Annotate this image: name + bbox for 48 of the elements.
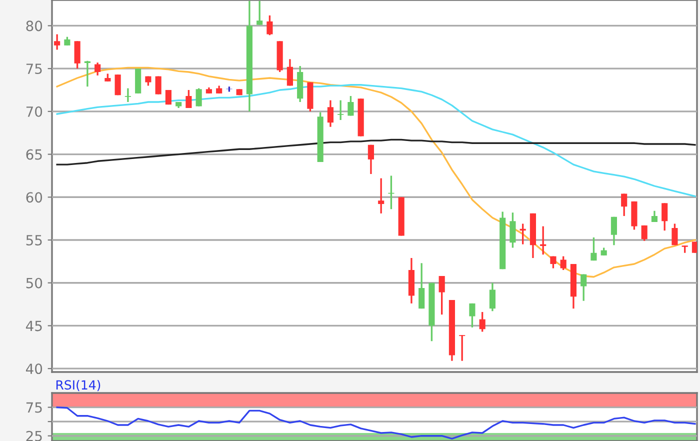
y-tick-label: 75 [26,402,42,413]
candlestick [368,144,374,175]
chart-title: RSI(14) [56,380,100,392]
y-tick-label: 65 [26,149,42,160]
candlestick [338,99,344,121]
y-tick-label: 75 [26,64,42,74]
candlestick [165,89,172,106]
candlestick [378,177,384,214]
candlestick [672,222,678,246]
candlestick [459,334,466,362]
candlestick [510,212,516,249]
candlestick [438,275,445,316]
y-tick-label: 80 [26,20,42,32]
candlestick [590,236,597,262]
candlestick [580,273,587,302]
candlestick [256,0,263,26]
candlestick [74,40,80,70]
y-tick-label: 70 [26,106,42,117]
candlestick [610,216,618,246]
candlestick [479,311,486,333]
candlestick [286,58,293,87]
candlestick [155,75,162,96]
candlestick [489,282,496,312]
y-tick-label: 25 [26,430,42,441]
candlestick [186,89,192,109]
candlestick [641,224,648,242]
candlestick [327,99,334,128]
candlestick [469,302,476,328]
candlestick [124,87,131,103]
candlestick [196,87,202,108]
y-tick-label: 40 [26,364,42,374]
candlestick [418,262,425,310]
candlestick [348,95,354,117]
candlestick [560,255,566,271]
candlestick [621,192,628,217]
y-tick-label: 55 [26,235,42,246]
candlestick [94,62,101,76]
line-series [56,84,696,198]
line-series [56,138,696,166]
candlestick [114,74,121,96]
candlestick [662,202,668,232]
line-series [56,406,696,440]
candlestick [54,33,60,51]
y-tick-label: 45 [26,320,42,332]
y-tick-label: 60 [26,192,42,203]
candlestick [266,14,273,36]
y-tick-label: 50 [26,278,42,288]
candlestick [692,240,697,254]
